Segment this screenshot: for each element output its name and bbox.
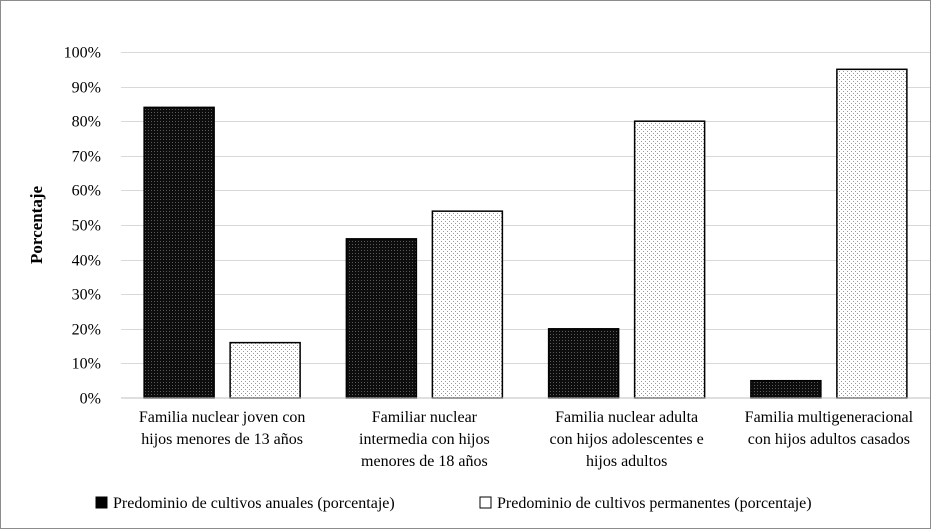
category-label-line: Familia multigeneracional — [745, 409, 914, 426]
bar-anuales-2 — [547, 328, 620, 399]
legend: Predominio de cultivos anuales (porcenta… — [95, 495, 812, 512]
y-tick-label: 80% — [72, 114, 101, 131]
y-axis-title: Porcentaje — [27, 186, 46, 264]
category-label-line: hijos adultos — [586, 453, 667, 470]
category-label-line: con hijos adultos casados — [748, 431, 910, 448]
legend-label-permanentes: Predominio de cultivos permanentes (porc… — [497, 495, 812, 512]
bar-anuales-0 — [143, 106, 215, 399]
category-labels: Familia nuclear joven con hijos menores d… — [139, 409, 914, 470]
bars — [143, 68, 908, 399]
y-tick-label: 10% — [72, 356, 101, 373]
category-label: Familia multigeneracional con hijos adult… — [745, 409, 914, 448]
y-tick-label: 20% — [72, 322, 101, 339]
y-tick-label: 40% — [72, 253, 101, 270]
bar-anuales-1 — [345, 238, 418, 399]
bar-permanentes-2 — [633, 120, 706, 399]
legend-label-anuales: Predominio de cultivos anuales (porcenta… — [113, 495, 395, 512]
y-tick-label: 0% — [80, 391, 101, 408]
bar-permanentes-1 — [431, 210, 504, 399]
y-tick-label: 90% — [72, 80, 101, 97]
category-label-line: Familiar nuclear — [372, 409, 478, 426]
category-label: Familia nuclear adulta con hijos adolesce… — [550, 409, 704, 470]
y-tick-label: 50% — [72, 218, 101, 235]
gridlines — [121, 52, 930, 364]
legend-swatch-permanentes — [479, 496, 492, 509]
legend-swatch-anuales — [95, 496, 108, 509]
category-label: Familiar nuclear intermedia con hijos meno… — [359, 409, 490, 470]
category-label-line: menores de 18 años — [361, 453, 488, 470]
category-label-line: intermedia con hijos — [359, 431, 490, 448]
bar-permanentes-0 — [229, 341, 301, 399]
y-tick-label: 60% — [72, 183, 101, 200]
category-label-line: Familia nuclear joven con — [139, 409, 306, 426]
category-label-line: hijos menores de 13 años — [141, 431, 303, 448]
bar-permanentes-3 — [836, 68, 908, 399]
y-axis-ticks: 0% 10% 20% 30% 40% 50% 60% 70% 80% 90% 100% — [64, 45, 101, 408]
category-label: Familia nuclear joven con hijos menores d… — [139, 409, 306, 448]
y-tick-label: 30% — [72, 287, 101, 304]
category-label-line: con hijos adolescentes e — [550, 431, 704, 448]
y-tick-label: 70% — [72, 149, 101, 166]
y-tick-label: 100% — [64, 45, 101, 62]
bar-anuales-3 — [750, 379, 822, 399]
category-label-line: Familia nuclear adulta — [555, 409, 698, 426]
